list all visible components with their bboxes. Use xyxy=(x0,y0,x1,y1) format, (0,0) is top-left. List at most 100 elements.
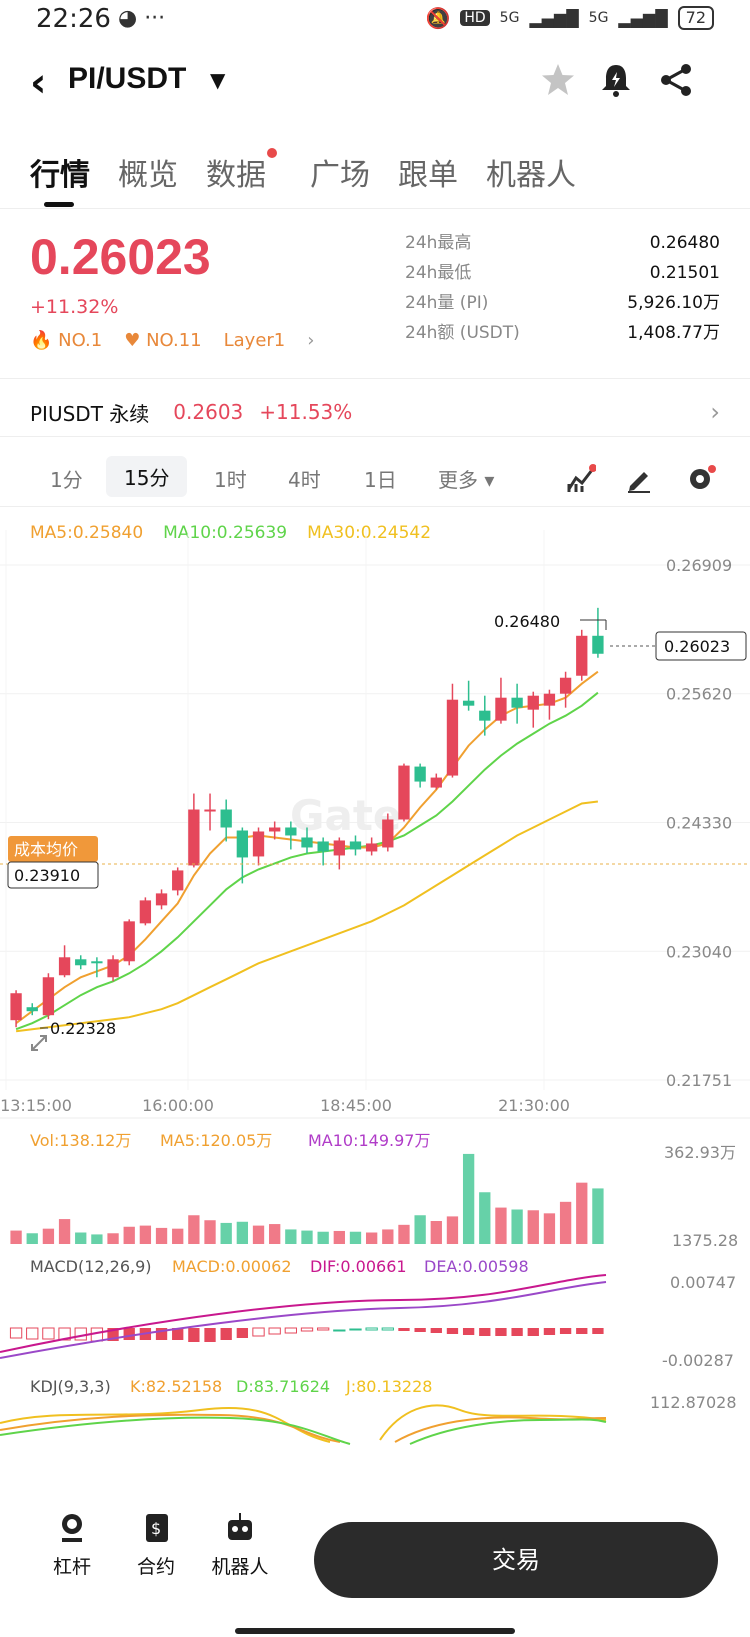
macd-bar xyxy=(446,1328,459,1334)
vol-top: 362.93万 xyxy=(664,1143,736,1162)
kline-chart[interactable]: Gate 0.269090.256200.243300.230400.21751… xyxy=(0,530,750,1500)
divider xyxy=(0,208,750,209)
ma-legend: MA5:0.25840 MA10:0.25639 MA30:0.24542 xyxy=(30,523,431,543)
interval-more[interactable]: 更多 ▾ xyxy=(438,468,495,492)
candle-body xyxy=(236,830,249,858)
interval-1m[interactable]: 1分 xyxy=(50,468,83,492)
candle-body xyxy=(10,993,22,1021)
gear-icon[interactable] xyxy=(686,464,716,494)
nav-contract[interactable]: $ 合约 xyxy=(116,1510,196,1579)
heart-tag[interactable]: ♥ NO.11 xyxy=(124,330,202,351)
volume-bar xyxy=(430,1221,442,1244)
back-icon[interactable]: ‹ xyxy=(30,60,47,106)
volume-bar xyxy=(495,1207,507,1244)
macd-bar xyxy=(317,1327,330,1331)
candle-body xyxy=(220,809,232,828)
volume-bar xyxy=(107,1233,119,1244)
macd-bar xyxy=(107,1328,119,1341)
macd-bar xyxy=(365,1327,378,1331)
volume-bar xyxy=(26,1233,38,1244)
perpetual-row[interactable]: PIUSDT 永续 0.2603 +11.53% › xyxy=(30,392,720,432)
candle-body xyxy=(559,677,572,694)
interval-1h[interactable]: 1时 xyxy=(214,468,247,492)
volume-bar xyxy=(543,1213,556,1244)
category-tag[interactable]: Layer1 xyxy=(223,330,286,351)
expand-icon[interactable] xyxy=(31,1035,47,1051)
tab-copy-trade[interactable]: 跟单 xyxy=(398,158,458,193)
tab-bot[interactable]: 机器人 xyxy=(486,158,576,193)
candle-body xyxy=(285,827,297,836)
tab-overview[interactable]: 概览 xyxy=(118,158,178,193)
candle-body xyxy=(155,893,168,906)
nav-bot[interactable]: 机器人 xyxy=(200,1510,280,1579)
current-price-label: 0.26023 xyxy=(664,637,730,656)
share-icon[interactable] xyxy=(656,60,696,100)
pair-title[interactable]: PI/USDT xyxy=(68,62,187,95)
current-price-tag xyxy=(655,631,747,661)
volume-bar xyxy=(236,1221,249,1244)
volume-bar xyxy=(559,1201,572,1244)
macd-bar xyxy=(284,1327,297,1334)
indicator-icon[interactable] xyxy=(566,464,596,494)
interval-1d[interactable]: 1日 xyxy=(364,468,397,492)
macd-bar xyxy=(300,1327,314,1332)
macd-bar xyxy=(204,1328,216,1342)
interval-4h[interactable]: 4时 xyxy=(288,468,321,492)
cost-basis-value-bg xyxy=(7,861,99,889)
pen-icon[interactable] xyxy=(624,464,654,494)
volume-bar xyxy=(462,1153,475,1244)
signal-1: 5G xyxy=(499,10,520,26)
ma30-value: MA30:0.24542 xyxy=(307,523,432,543)
macd-bar xyxy=(42,1327,55,1340)
candle-body xyxy=(139,900,152,924)
rank-tag[interactable]: 🔥 NO.1 xyxy=(30,330,103,351)
stat-high: 24h最高 0.26480 xyxy=(405,233,720,253)
candle-body xyxy=(301,837,313,848)
candle-body xyxy=(317,841,329,852)
chevron-down-icon[interactable]: ▼ xyxy=(210,68,226,92)
chevron-right-icon[interactable]: › xyxy=(307,330,315,351)
kdj-d-line xyxy=(0,1416,607,1445)
star-icon[interactable] xyxy=(538,60,578,100)
volume-bar xyxy=(479,1192,491,1244)
trade-button[interactable]: 交易 xyxy=(314,1522,718,1598)
macd-value: MACD:0.00062 xyxy=(172,1257,292,1276)
mute-icon: 🔕 xyxy=(425,6,451,30)
divider xyxy=(0,378,750,379)
time-tick: 16:00:00 xyxy=(142,1096,214,1115)
low-label: 0.22328 xyxy=(50,1019,116,1038)
nav-leverage[interactable]: 杠杆 xyxy=(32,1510,112,1579)
ma5-value: MA5:0.25840 xyxy=(30,523,144,543)
candle-body xyxy=(511,697,523,708)
volume-bar xyxy=(365,1232,378,1244)
macd-bar xyxy=(462,1328,475,1335)
battery-indicator: 72 xyxy=(677,6,714,30)
chart-grid xyxy=(0,530,750,1090)
tab-market[interactable]: 行情 xyxy=(30,158,90,193)
status-bar: 22:26 ◕ ··· 🔕 HD 5G ▂▄▆█ 5G ▂▄▆█ 72 xyxy=(0,0,750,44)
interval-15m[interactable]: 15分 xyxy=(106,456,188,497)
volume-bar xyxy=(317,1231,329,1244)
candle-body xyxy=(446,699,459,776)
volume-bar xyxy=(592,1188,604,1244)
macd-top: 0.00747 xyxy=(670,1273,736,1292)
bell-alert-icon[interactable] xyxy=(596,60,636,100)
candle-body xyxy=(91,961,103,964)
candle-body xyxy=(479,710,491,721)
macd-bar xyxy=(188,1328,200,1342)
signal-2: 5G xyxy=(588,10,609,26)
tags-row[interactable]: 🔥 NO.1 ♥ NO.11 Layer1 › xyxy=(30,330,314,351)
tab-data[interactable]: 数据 xyxy=(206,158,266,193)
chevron-right-icon[interactable]: › xyxy=(710,398,720,426)
ma30-line xyxy=(15,800,599,1033)
volume-bar xyxy=(10,1230,22,1244)
volume-bar xyxy=(123,1226,135,1244)
home-indicator xyxy=(235,1628,515,1634)
volume-bar xyxy=(139,1225,152,1244)
cost-basis-value: 0.23910 xyxy=(14,866,80,885)
macd-bar xyxy=(252,1327,265,1337)
volume-bar xyxy=(414,1215,426,1244)
volume-bar xyxy=(576,1182,588,1244)
main-tabs: 行情 概览 数据 广场 跟单 机器人 xyxy=(0,140,750,210)
tab-square[interactable]: 广场 xyxy=(310,158,370,193)
